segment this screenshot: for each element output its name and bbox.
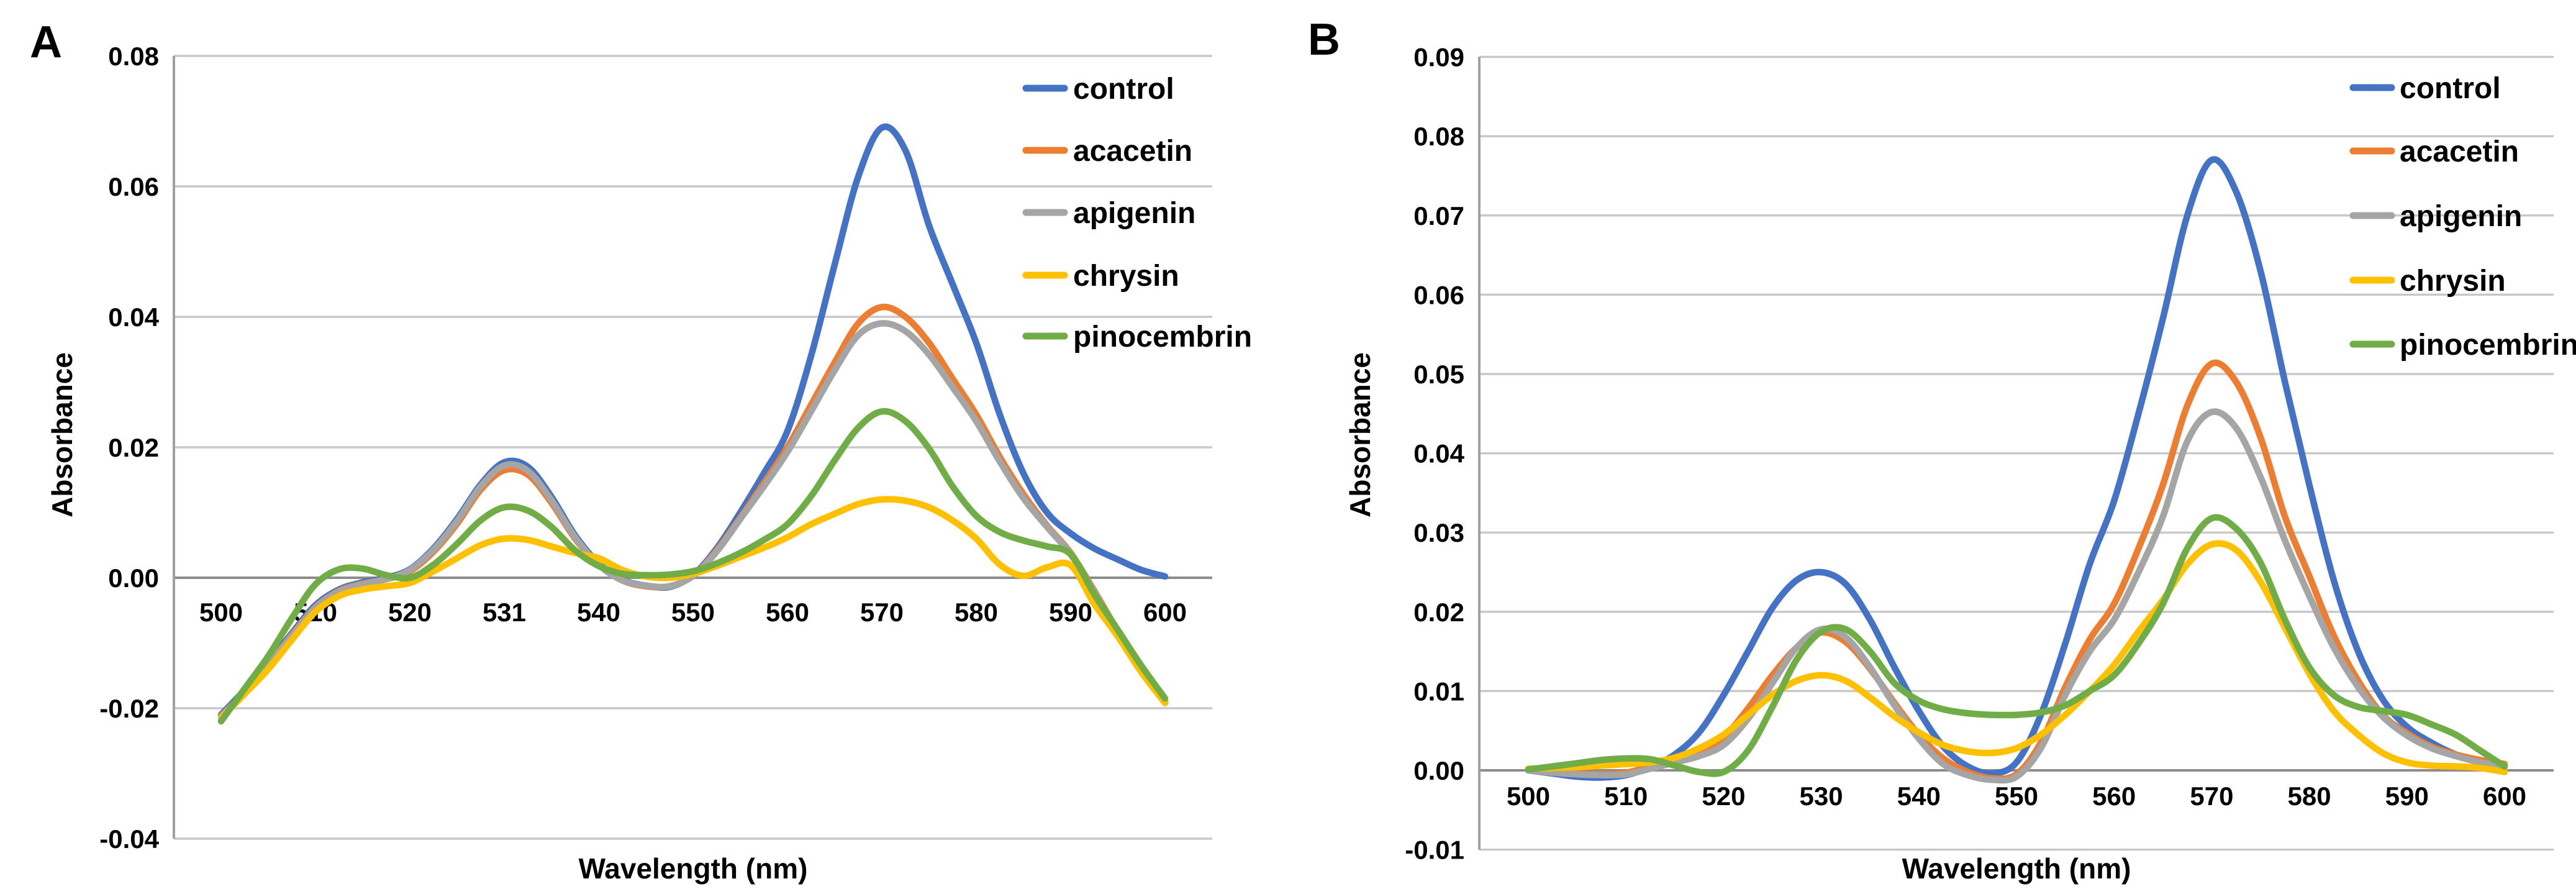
y-tick-label: -0.02 (99, 694, 159, 723)
x-tick-label: 510 (1604, 782, 1648, 811)
y-axis-title-b: Absorbance (1344, 352, 1376, 517)
y-tick-label: -0.04 (99, 824, 159, 854)
x-tick-label: 540 (577, 598, 620, 627)
y-tick-label: 0.02 (1413, 598, 1464, 627)
legend-label-pinocembrin: pinocembrin (2400, 329, 2576, 362)
x-axis-title-a: Wavelength (nm) (579, 852, 808, 885)
x-tick-label: 580 (955, 598, 998, 627)
legend-label-pinocembrin: pinocembrin (1073, 321, 1252, 353)
x-tick-label: 531 (483, 598, 526, 627)
legend-label-control: control (2400, 72, 2501, 105)
y-tick-label: 0.06 (108, 172, 159, 201)
y-tick-label: 0.01 (1413, 677, 1464, 706)
legend-label-chrysin: chrysin (2400, 265, 2506, 298)
series-line-apigenin (217, 320, 1169, 720)
x-tick-label: 520 (388, 598, 432, 627)
y-axis-title-a: Absorbance (46, 352, 78, 517)
y-tick-label: 0.04 (1413, 439, 1464, 468)
x-tick-label: 590 (1049, 598, 1092, 627)
y-tick-label: 0.00 (108, 563, 159, 593)
x-tick-label: 540 (1897, 782, 1941, 811)
x-tick-label: 550 (671, 598, 715, 627)
x-tick-label: 560 (2092, 782, 2136, 811)
x-tick-label: 600 (2483, 782, 2526, 811)
x-axis-title-b: Wavelength (nm) (1902, 852, 2131, 885)
panel-letter-b: B (1308, 15, 1340, 65)
x-tick-label: 570 (860, 598, 904, 627)
y-tick-label: 0.04 (108, 303, 159, 332)
x-tick-label: 600 (1143, 598, 1187, 627)
panel-b-plot: 0.09 0.08 0.07 0.06 0.05 0.04 0.03 0.02 0.01 0.00… (1405, 43, 2576, 865)
legend-label-apigenin: apigenin (1073, 197, 1195, 230)
series-line-pinocembrin (1525, 514, 2508, 777)
x-tick-label: 500 (1507, 782, 1550, 811)
x-tick-label: 550 (1995, 782, 2038, 811)
x-tick-label: 590 (2385, 782, 2429, 811)
y-tick-label: 0.08 (108, 42, 159, 71)
panel-letter-a: A (30, 17, 62, 67)
x-tick-label: 570 (2190, 782, 2233, 811)
y-tick-label: 0.03 (1413, 518, 1464, 547)
x-tick-label: 580 (2288, 782, 2331, 811)
x-tick-label: 500 (199, 598, 243, 627)
y-tick-label: 0.00 (1413, 756, 1464, 785)
y-tick-label: 0.07 (1413, 201, 1464, 230)
series-line-pinocembrin (217, 408, 1169, 725)
legend-label-acacetin: acacetin (2400, 135, 2519, 168)
y-tick-label: 0.02 (108, 433, 159, 462)
legend-label-apigenin: apigenin (2400, 200, 2522, 233)
y-tick-label: 0.05 (1413, 360, 1464, 389)
y-tick-label: 0.09 (1413, 43, 1464, 72)
legend-label-chrysin: chrysin (1073, 260, 1179, 293)
x-tick-label: 530 (1800, 782, 1843, 811)
x-tick-label: 560 (766, 598, 809, 627)
x-tick-label: 520 (1702, 782, 1745, 811)
series-line-chrysin (1525, 540, 2508, 775)
series-line-apigenin (1525, 408, 2508, 784)
y-tick-label: 0.08 (1413, 122, 1464, 151)
legend-label-control: control (1073, 73, 1174, 106)
series-line-control (1525, 156, 2508, 781)
y-tick-label: 0.06 (1413, 280, 1464, 309)
legend-label-acacetin: acacetin (1073, 135, 1192, 168)
series-line-acacetin (217, 303, 1169, 719)
y-tick-label: -0.01 (1405, 836, 1464, 865)
